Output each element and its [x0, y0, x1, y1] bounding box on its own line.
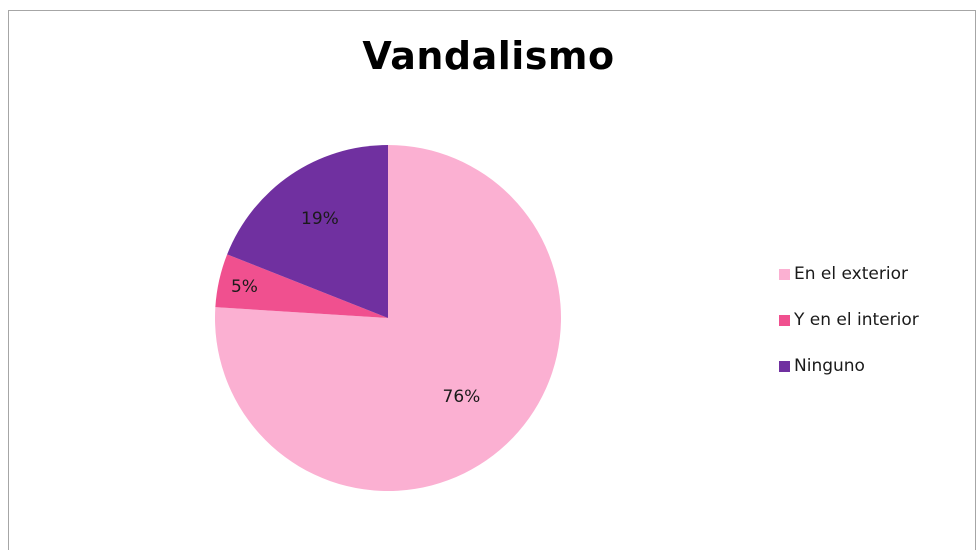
slice-data-label: 5% [231, 277, 258, 297]
legend-swatch [779, 268, 790, 280]
legend-swatch [779, 360, 790, 372]
legend-item: En el exterior [779, 262, 974, 286]
legend-label: En el exterior [794, 264, 908, 284]
legend-item: Y en el interior [779, 308, 974, 332]
slice-data-label: 76% [443, 387, 481, 407]
legend-label: Ninguno [794, 356, 865, 376]
legend: En el exterior Y en el interior Ninguno [779, 262, 974, 378]
legend-swatch [779, 314, 790, 326]
pie-slice [227, 145, 388, 318]
legend-label: Y en el interior [794, 310, 919, 330]
chart-title: Vandalismo [362, 34, 615, 78]
legend-item: Ninguno [779, 354, 974, 378]
pie-slice [215, 254, 388, 318]
slice-data-label: 19% [301, 209, 339, 229]
